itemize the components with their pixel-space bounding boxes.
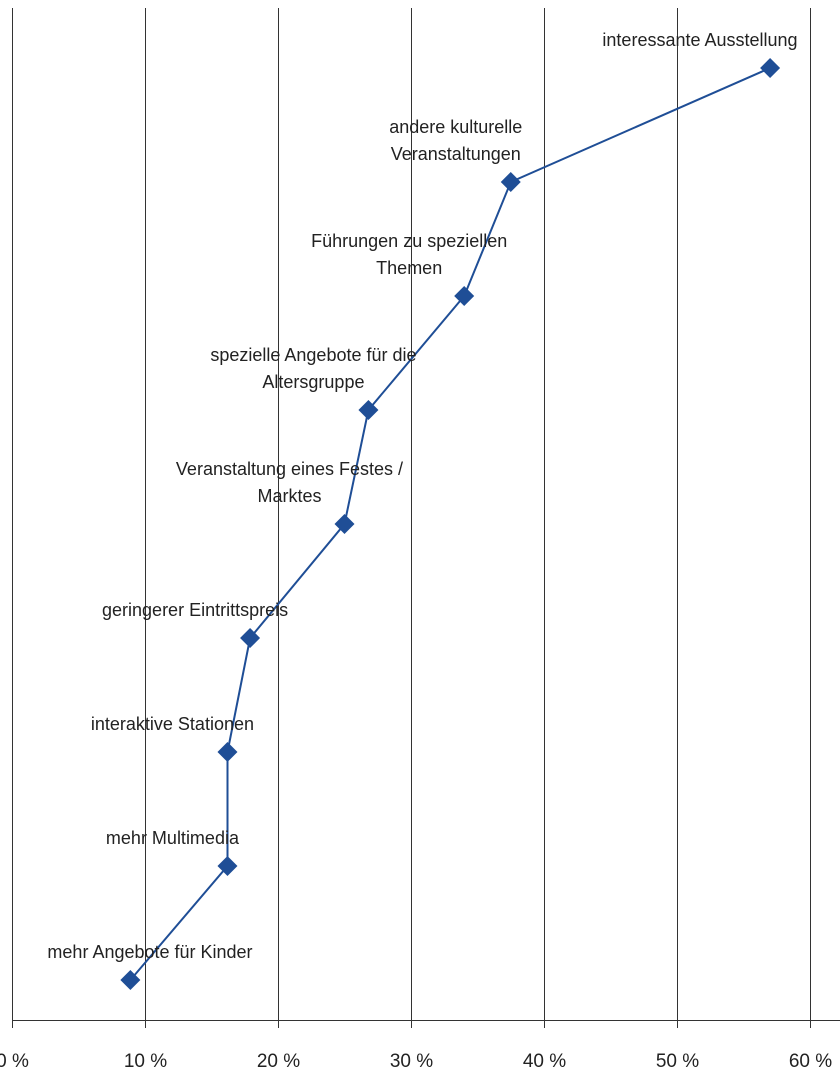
data-point-label: Führungen zu speziellen [311,231,507,251]
data-point-label: Veranstaltung eines Festes / [176,459,403,479]
x-tick-label: 50 % [656,1051,699,1072]
data-point-marker [760,58,781,78]
data-point-marker [358,400,379,420]
x-tick-label: 40 % [523,1051,566,1072]
data-point-label: Themen [376,258,442,278]
x-tick-label: 10 % [124,1051,167,1072]
point-labels: interessante Ausstellung andere kulturell… [47,30,797,962]
data-point-label: Altersgruppe [262,372,364,392]
x-tick-label: 30 % [390,1051,433,1072]
data-point-label: Marktes [257,486,321,506]
x-tick-label: 20 % [257,1051,300,1072]
x-tick-label: 60 % [789,1051,832,1072]
series [120,58,781,990]
data-point-marker [217,742,238,762]
data-point-label: interaktive Stationen [91,714,254,734]
grid-lines [145,8,811,1020]
data-point-label: mehr Angebote für Kinder [47,942,252,962]
data-point-marker [120,970,141,990]
x-tick-label: 0 % [0,1051,29,1072]
data-point-marker [454,286,475,306]
data-point-label: mehr Multimedia [106,828,240,848]
data-point-label: interessante Ausstellung [602,30,797,50]
data-point-label: andere kulturelle [389,117,522,137]
data-point-label: Veranstaltungen [391,144,521,164]
data-point-marker [217,856,238,876]
data-point-marker [500,172,521,192]
x-axis: 0 % 10 % 20 % 30 % 40 % 50 % 60 % [0,8,840,1072]
data-point-marker [240,628,261,648]
data-point-marker [334,514,355,534]
data-point-label: spezielle Angebote für die [210,345,416,365]
data-point-label: geringerer Eintrittspreis [102,600,288,620]
